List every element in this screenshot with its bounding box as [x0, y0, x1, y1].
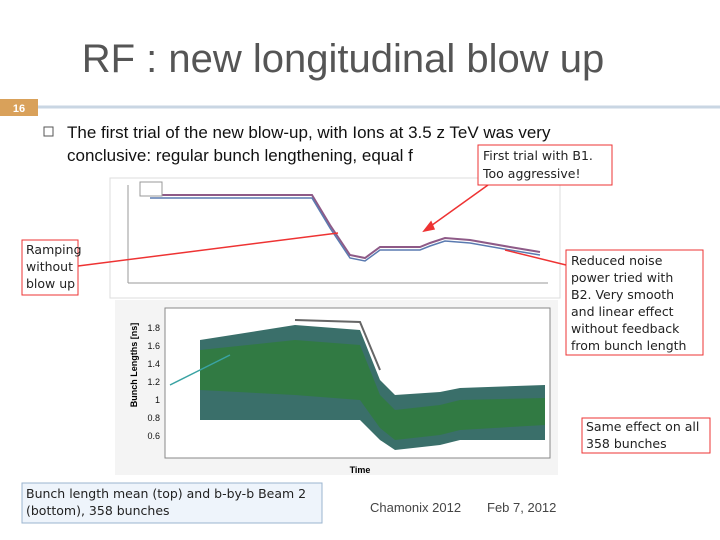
- callout-text: First trial with B1.: [483, 148, 593, 163]
- bullet-marker: [43, 126, 54, 137]
- bullet-line: The first trial of the new blow-up, with…: [67, 123, 551, 142]
- callout-text: without: [26, 259, 73, 274]
- y-tick-label: 0.6: [147, 431, 160, 441]
- callout-text: blow up: [26, 276, 75, 291]
- callout-text: B2. Very smooth: [571, 287, 674, 302]
- x-axis-label: Time: [350, 465, 371, 475]
- slide-number: 16: [13, 103, 25, 115]
- bullet-line: conclusive: regular bunch lengthening, e…: [67, 146, 413, 165]
- slide-title: RF : new longitudinal blow up: [82, 37, 605, 81]
- callout-box: [581, 417, 711, 454]
- callout-text: from bunch length: [571, 338, 686, 353]
- caption-text: Bunch length mean (top) and b-by-b Beam …: [26, 486, 306, 501]
- callout-box: [565, 249, 704, 356]
- callout-text: power tried with: [571, 270, 673, 285]
- y-tick-label: 0.8: [147, 413, 160, 423]
- callout-text: and linear effect: [571, 304, 674, 319]
- footer-event: Chamonix 2012: [370, 500, 461, 515]
- lower-plot: 1.8 1.6 1.4 1.2 1 0.8 0.6 Bunch Lengths …: [115, 300, 558, 475]
- y-tick-label: 1.6: [147, 341, 160, 351]
- callout-text: Too aggressive!: [482, 166, 580, 181]
- upper-plot: [109, 177, 561, 299]
- y-tick-label: 1.4: [147, 359, 160, 369]
- callout-text: Same effect on all: [586, 419, 699, 434]
- callout-box: [21, 239, 79, 296]
- callout-text: Ramping: [26, 242, 82, 257]
- caption-text: (bottom), 358 bunches: [26, 503, 170, 518]
- footer-date: Feb 7, 2012: [487, 500, 556, 515]
- callout-box: [477, 144, 613, 186]
- y-tick-label: 1: [155, 395, 160, 405]
- y-tick-label: 1.2: [147, 377, 160, 387]
- caption-box: [21, 482, 323, 524]
- callout-text: without feedback: [571, 321, 680, 336]
- y-tick-label: 1.8: [147, 323, 160, 333]
- callout-text: 358 bunches: [586, 436, 667, 451]
- y-axis-label: Bunch Lengths [ns]: [129, 323, 139, 408]
- arrows: [77, 184, 567, 267]
- number-box: [0, 99, 38, 116]
- callout-text: Reduced noise: [571, 253, 663, 268]
